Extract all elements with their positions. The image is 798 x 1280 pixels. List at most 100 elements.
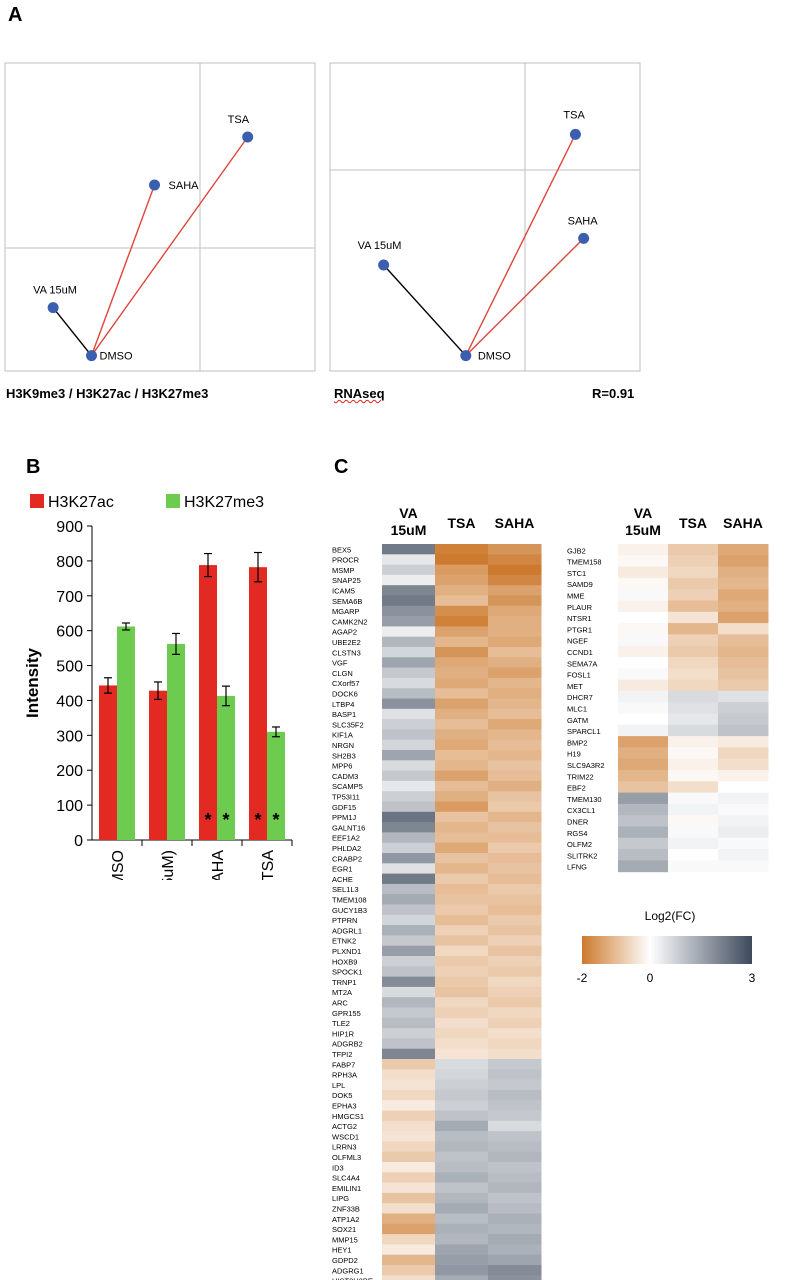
heatmap-cell <box>618 815 669 827</box>
gene-label-gjb2: GJB2 <box>567 546 586 555</box>
heatmap-cell <box>488 780 542 792</box>
point-saha <box>578 232 590 244</box>
heatmap-cell <box>618 736 669 748</box>
heatmap-cell <box>382 760 436 772</box>
heatmap-cell <box>435 605 489 617</box>
gene-label-slc4a4: SLC4A4 <box>332 1174 360 1183</box>
heatmap-cell <box>488 1162 542 1173</box>
heatmap-cell <box>435 1141 489 1153</box>
heatmap-cell <box>435 1203 489 1214</box>
gene-label-hoxb9: HOXB9 <box>332 957 357 966</box>
heatmap-cell <box>488 956 542 967</box>
gene-label-sema7a: SEMA7A <box>567 659 597 668</box>
heatmap-cell <box>668 577 719 590</box>
heatmap-cell <box>435 832 489 844</box>
heatmap-cell <box>618 713 669 726</box>
heatmap-cell <box>382 1275 436 1280</box>
heatmap-cell <box>382 976 436 988</box>
colorbar-tick-label: 3 <box>749 971 756 985</box>
heatmap-cell <box>435 636 489 648</box>
heatmap-cell <box>382 997 436 1008</box>
heatmap-cell <box>718 860 769 873</box>
gene-label-gdf15: GDF15 <box>332 803 356 812</box>
heatmap-cell <box>488 822 542 833</box>
heatmap-cell <box>382 966 436 978</box>
heatmap-cell <box>668 634 719 647</box>
y-tick-label: 400 <box>56 693 83 710</box>
heatmap-cell <box>718 849 769 861</box>
point-label-saha: SAHA <box>568 215 599 227</box>
bar-h3k27ac <box>249 567 267 840</box>
heatmap-cell <box>488 688 542 699</box>
heatmap-cell <box>435 760 489 772</box>
legend-swatch-h3k27ac <box>30 494 44 508</box>
heatmap-cell <box>488 1192 542 1204</box>
heatmap-cell <box>668 860 719 873</box>
y-tick-label: 500 <box>56 659 83 676</box>
heatmap-cell <box>668 724 719 737</box>
heatmap-cell <box>718 758 769 771</box>
heatmap-cell <box>488 616 542 627</box>
heatmap-cell <box>718 566 769 579</box>
bar-chart-intensity: H3K27ac H3K27me3 0 100 200 300 400 500 600 700 800… <box>23 494 293 880</box>
heatmap-cell <box>382 842 436 854</box>
heatmap-cell <box>668 736 719 748</box>
heatmap-cell <box>488 574 542 586</box>
heatmap-cell <box>382 574 436 586</box>
heatmap-cell <box>668 815 719 827</box>
heatmap-cell <box>488 1028 542 1039</box>
gene-label-plxnd1: PLXND1 <box>332 947 361 956</box>
heatmap-cell <box>382 822 436 833</box>
heatmap-cell <box>435 750 489 761</box>
heatmap-cell <box>382 935 436 947</box>
heatmap-cell <box>435 873 489 885</box>
heatmap-cell <box>668 758 719 771</box>
heatmap-cell <box>718 736 769 748</box>
heatmap-cell <box>488 750 542 761</box>
heatmap-cell <box>435 1038 489 1050</box>
heatmap-cell <box>488 636 542 648</box>
heatmap-cell <box>435 1028 489 1039</box>
gene-label-id3: ID3 <box>332 1163 344 1172</box>
heatmap-cell <box>435 801 489 813</box>
heatmap-cell <box>488 605 542 617</box>
gene-label-dock6: DOCK6 <box>332 690 358 699</box>
heatmap-cell <box>718 837 769 850</box>
connector-dmso-saha <box>90 184 156 356</box>
heatmap-cell <box>668 623 719 635</box>
heatmap-cell <box>718 668 769 681</box>
bar-h3k27ac <box>99 685 117 840</box>
gene-label-adgrg1: ADGRG1 <box>332 1266 364 1275</box>
heatmap-cell <box>382 616 436 627</box>
heatmap-cell <box>382 657 436 669</box>
heatmap-cell <box>668 747 719 760</box>
heatmap-cell <box>618 690 669 703</box>
heatmap-cell <box>382 1141 436 1153</box>
gene-label-mlc1: MLC1 <box>567 705 587 714</box>
bar-h3k27me3 <box>167 643 185 840</box>
heatmap-cell <box>488 904 542 916</box>
heatmap-cell <box>382 873 436 885</box>
heatmap-cell <box>435 677 489 689</box>
heatmap-cell <box>435 945 489 957</box>
heatmap-cell <box>435 1089 489 1101</box>
heatmap-cell <box>718 623 769 635</box>
heatmap-cell <box>488 997 542 1008</box>
heatmap-cell <box>488 1017 542 1029</box>
gene-label-ntsr1: NTSR1 <box>567 614 592 623</box>
point-va-15um <box>47 302 59 314</box>
heatmap-cell <box>718 781 769 794</box>
heatmap-cell <box>382 904 436 916</box>
gene-label-agap2: AGAP2 <box>332 628 357 637</box>
gene-label-znf33b: ZNF33B <box>332 1205 360 1214</box>
heatmap-cell <box>382 1038 436 1050</box>
heatmap-cell <box>382 1059 436 1070</box>
heatmap-cell <box>488 925 542 936</box>
heatmap-cell <box>718 555 769 568</box>
gene-label-hip1r: HIP1R <box>332 1029 355 1038</box>
heatmap-cell <box>382 801 436 813</box>
heatmap-column-header: VA <box>634 505 652 521</box>
gene-label-bmp2: BMP2 <box>567 738 587 747</box>
gene-label-kif1a: KIF1A <box>332 731 353 740</box>
